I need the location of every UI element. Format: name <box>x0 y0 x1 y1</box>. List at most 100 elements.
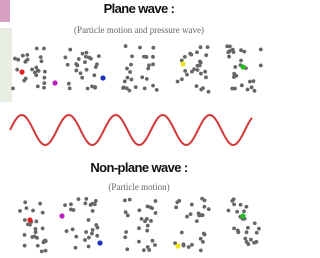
particle <box>199 45 203 49</box>
particle <box>138 46 142 50</box>
particle <box>74 62 78 66</box>
particle <box>137 208 141 212</box>
particle <box>239 48 243 52</box>
particle <box>239 203 243 207</box>
particle <box>140 217 144 221</box>
pressure-wave <box>10 115 252 145</box>
particle <box>93 86 97 90</box>
edge-fragment <box>0 28 12 102</box>
diagram: Plane wave : (Particle motion and pressu… <box>0 0 278 258</box>
particle <box>190 203 194 207</box>
particle <box>232 226 236 230</box>
particle <box>63 56 67 60</box>
particle <box>40 249 44 253</box>
particle <box>77 197 81 201</box>
particle <box>240 83 244 87</box>
particle <box>23 233 27 237</box>
particle <box>242 50 246 54</box>
particle <box>85 51 89 55</box>
particle <box>143 87 147 91</box>
particle <box>201 240 205 244</box>
particle <box>259 48 263 52</box>
particle <box>84 197 88 201</box>
particle <box>68 87 72 91</box>
particle <box>42 47 46 51</box>
particle <box>240 64 245 69</box>
particle <box>207 90 211 94</box>
section-title: Plane wave : <box>104 1 175 16</box>
particle <box>245 205 249 209</box>
particle <box>24 77 28 81</box>
particle <box>25 206 29 210</box>
particle <box>245 230 249 234</box>
particle <box>199 72 203 76</box>
particle <box>192 67 196 71</box>
particle <box>183 69 187 73</box>
particle <box>196 64 200 68</box>
particle <box>90 232 94 236</box>
particle <box>44 249 48 253</box>
particle <box>37 69 41 73</box>
particle <box>33 235 37 239</box>
particle <box>79 71 83 75</box>
particle <box>42 86 46 90</box>
particle <box>30 68 34 72</box>
particle <box>129 63 133 67</box>
particle <box>83 238 87 242</box>
particle <box>42 76 46 80</box>
particle <box>134 85 138 89</box>
particle <box>248 80 252 84</box>
particle <box>230 199 234 203</box>
particle <box>86 87 90 91</box>
particle <box>137 240 141 244</box>
particle <box>195 84 199 88</box>
particle <box>83 60 87 64</box>
particle <box>25 53 29 57</box>
section-title: Non-plane wave : <box>90 160 188 175</box>
particle <box>11 86 15 90</box>
particle <box>185 215 189 219</box>
section-subtitle: (Particle motion and pressure wave) <box>74 25 204 35</box>
particle <box>52 80 57 85</box>
particle <box>239 59 243 63</box>
particle <box>87 245 91 249</box>
particle <box>196 68 200 72</box>
particle <box>81 52 85 56</box>
particle <box>206 45 210 49</box>
particle <box>74 246 78 250</box>
particle <box>21 54 25 58</box>
particle <box>89 57 93 61</box>
particle <box>227 55 231 59</box>
particle <box>233 87 237 91</box>
particle <box>180 231 184 235</box>
particle <box>255 240 259 244</box>
particle <box>180 77 184 81</box>
particle <box>204 53 208 57</box>
particle <box>243 237 247 241</box>
particle <box>91 228 95 232</box>
particle <box>130 54 134 58</box>
particle <box>154 199 158 203</box>
particle <box>199 237 203 241</box>
particle <box>149 219 153 223</box>
particle <box>148 205 152 209</box>
particle <box>71 227 75 231</box>
particle <box>195 50 199 54</box>
particle <box>123 198 127 202</box>
particle <box>199 61 203 65</box>
edge-fragment <box>0 0 10 22</box>
particle <box>34 220 38 224</box>
particle <box>197 214 201 218</box>
particle <box>13 57 17 61</box>
particle <box>23 244 27 248</box>
particle <box>68 48 72 52</box>
particle <box>40 59 44 63</box>
particle <box>85 68 89 72</box>
particle <box>34 227 38 231</box>
particle <box>189 212 193 216</box>
particle <box>201 86 205 90</box>
particle <box>202 232 206 236</box>
particle <box>95 62 99 66</box>
particle <box>142 248 146 252</box>
particle <box>144 55 148 59</box>
